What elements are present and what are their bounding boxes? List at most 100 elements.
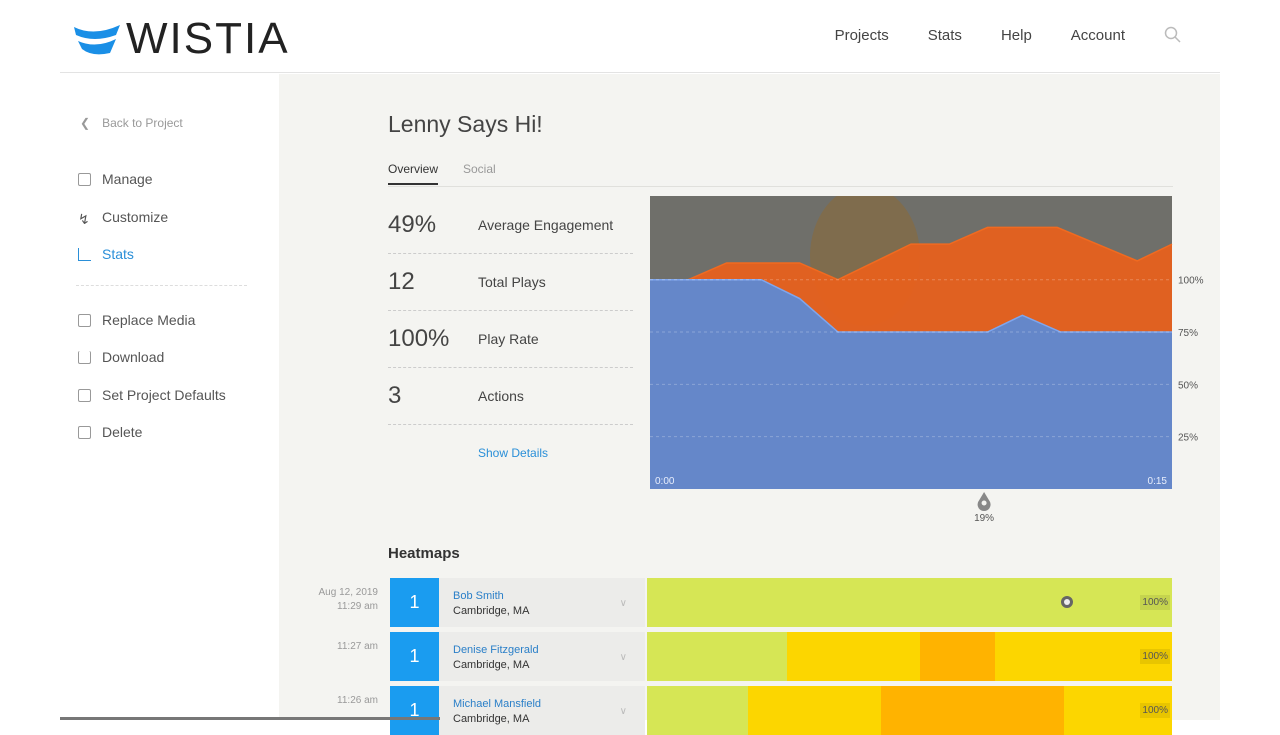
replace-icon: [78, 313, 91, 327]
stat-play-rate: 100% Play Rate: [388, 311, 633, 368]
series-area-engagement: [650, 279, 1172, 489]
sidebar-item-download[interactable]: Download: [78, 349, 164, 365]
stat-label: Actions: [478, 388, 524, 404]
download-icon: [78, 350, 91, 364]
viewer-location: Cambridge, MA: [453, 605, 530, 617]
action-marker-icon[interactable]: [1061, 596, 1073, 608]
sidebar-item-label: Stats: [102, 246, 134, 262]
heatmap-segment: [880, 686, 1065, 735]
viewer-name[interactable]: Denise Fitzgerald: [453, 644, 539, 656]
sidebar-item-label: Manage: [102, 171, 153, 187]
sidebar-item-customize[interactable]: ↯ Customize: [78, 209, 169, 227]
sidebar-item-replace-media[interactable]: Replace Media: [78, 312, 195, 328]
heatmap-segment: [919, 632, 996, 681]
time-text: 11:26 am: [337, 695, 378, 706]
heatmap-bar[interactable]: 100%: [647, 686, 1172, 735]
page-title: Lenny Says Hi!: [388, 111, 543, 137]
back-label: Back to Project: [102, 116, 183, 130]
heatmap-row: Aug 12, 2019 11:29 am 1 Bob Smith Cambridg…: [279, 578, 1220, 627]
stat-label: Total Plays: [478, 274, 546, 290]
stat-actions: 3 Actions: [388, 368, 633, 425]
view-date: Aug 12, 2019 11:29 am: [319, 586, 379, 614]
nav-stats[interactable]: Stats: [927, 26, 962, 44]
viewer-name[interactable]: Bob Smith: [453, 590, 504, 602]
chevron-down-icon[interactable]: ∨: [619, 706, 627, 717]
y-tick-label: 25%: [1178, 433, 1198, 444]
x-tick-label: 0:15: [1148, 476, 1168, 487]
horizontal-scrollbar[interactable]: [60, 717, 440, 720]
viewer-info[interactable]: Bob Smith Cambridge, MA ∨: [439, 578, 645, 627]
completion-percent: 100%: [1140, 703, 1170, 718]
chevron-down-icon[interactable]: ∨: [619, 652, 627, 663]
wistia-logo-icon: [74, 25, 120, 55]
drop-off-label: 19%: [974, 513, 994, 524]
sidebar-item-label: Customize: [102, 209, 169, 225]
view-count-badge: 1: [390, 578, 439, 627]
heatmap-segment: [647, 632, 788, 681]
sidebar-item-set-project-defaults[interactable]: Set Project Defaults: [78, 387, 226, 403]
back-to-project-link[interactable]: ❮ Back to Project: [80, 116, 183, 130]
trash-icon: [78, 425, 91, 439]
tab-social[interactable]: Social: [463, 162, 496, 176]
nav-projects[interactable]: Projects: [834, 26, 889, 44]
view-count-badge: 1: [390, 686, 439, 735]
engagement-chart[interactable]: 100% 75% 50% 25% 0:00 0:15 19%: [650, 196, 1220, 531]
stat-label: Average Engagement: [478, 217, 614, 233]
heatmap-segment: [995, 632, 1172, 681]
document-icon: [78, 388, 91, 402]
main-content: Lenny Says Hi! Overview Social 49% Averag…: [279, 74, 1220, 735]
top-header: WISTIA Projects Stats Help Account: [60, 0, 1220, 73]
time-text: 11:27 am: [337, 641, 378, 652]
sidebar-item-manage[interactable]: Manage: [78, 171, 153, 187]
completion-percent: 100%: [1140, 595, 1170, 610]
heatmap-segment: [647, 686, 748, 735]
play-box-icon: [78, 172, 91, 186]
viewer-info[interactable]: Denise Fitzgerald Cambridge, MA ∨: [439, 632, 645, 681]
chevron-down-icon[interactable]: ∨: [619, 598, 627, 609]
heatmap-row: 11:27 am 1 Denise Fitzgerald Cambridge, M…: [279, 632, 1220, 681]
sidebar-item-label: Delete: [102, 424, 143, 440]
heatmap-segment: [747, 686, 881, 735]
tab-overview[interactable]: Overview: [388, 162, 439, 185]
stat-value: 100%: [388, 325, 450, 352]
nav-help[interactable]: Help: [1000, 26, 1032, 44]
sidebar-item-stats[interactable]: Stats: [78, 246, 134, 262]
y-tick-label: 100%: [1178, 276, 1204, 287]
stat-value: 12: [388, 268, 415, 295]
viewer-location: Cambridge, MA: [453, 659, 530, 671]
viewer-name[interactable]: Michael Mansfield: [453, 698, 542, 710]
show-details-link[interactable]: Show Details: [478, 446, 549, 460]
completion-percent: 100%: [1140, 649, 1170, 664]
view-count-badge: 1: [390, 632, 439, 681]
sidebar-item-label: Download: [102, 349, 165, 365]
heatmap-segment: [787, 632, 920, 681]
y-tick-label: 50%: [1178, 380, 1198, 391]
stat-value: 49%: [388, 211, 437, 238]
x-tick-label: 0:00: [655, 476, 675, 487]
main-nav: Projects Stats Help Account: [835, 26, 1220, 44]
series-line-engagement: [650, 278, 1172, 333]
heatmap-segment: [647, 578, 1172, 627]
chart-icon: [78, 247, 91, 261]
search-icon[interactable]: [1164, 26, 1182, 44]
logo-text: WISTIA: [126, 14, 290, 63]
heatmap-bar[interactable]: 100%: [647, 578, 1172, 627]
stat-total-plays: 12 Total Plays: [388, 254, 633, 311]
time-text: 11:29 am: [337, 601, 378, 612]
wistia-logo[interactable]: WISTIA: [74, 14, 290, 64]
sidebar-item-label: Replace Media: [102, 312, 196, 328]
heatmap-row: 11:26 am 1 Michael Mansfield Cambridge, M…: [279, 686, 1220, 735]
stat-average-engagement: 49% Average Engagement: [388, 197, 633, 254]
sidebar-item-label: Set Project Defaults: [102, 387, 226, 403]
nav-account[interactable]: Account: [1070, 26, 1125, 44]
sidebar-divider: [76, 285, 247, 286]
sidebar-item-delete[interactable]: Delete: [78, 424, 142, 440]
y-tick-label: 75%: [1178, 328, 1198, 339]
view-date: 11:26 am: [337, 694, 378, 708]
tab-bar: Overview Social: [388, 162, 1173, 187]
chevron-left-icon: ❮: [80, 116, 91, 130]
heatmaps-title: Heatmaps: [388, 545, 460, 562]
heatmap-bar[interactable]: 100%: [647, 632, 1172, 681]
drop-off-marker-dot: [981, 500, 987, 506]
viewer-info[interactable]: Michael Mansfield Cambridge, MA ∨: [439, 686, 645, 735]
